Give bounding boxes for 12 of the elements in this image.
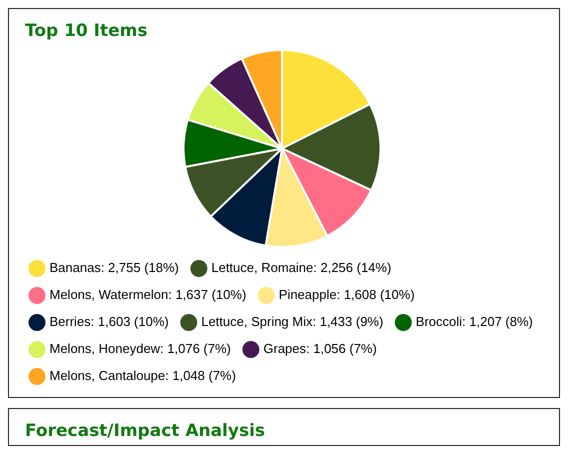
legend-label: Pineapple: 1,608 (10%) bbox=[278, 287, 415, 302]
legend-label: Broccoli: 1,207 (8%) bbox=[416, 314, 533, 330]
legend-label: Melons, Cantaloupe: 1,048 (7%) bbox=[50, 368, 236, 384]
legend-label: Bananas: 2,755 (18%) bbox=[50, 260, 179, 276]
legend-label: Grapes: 1,056 (7%) bbox=[263, 341, 377, 356]
legend-label: Lettuce, Spring Mix: 1,433 (9%) bbox=[201, 314, 384, 330]
legend-label: Berries: 1,603 (10%) bbox=[50, 314, 169, 330]
text: Forecast/Impact Analysis bbox=[9, 409, 559, 445]
legend-label: Lettuce, Romaine: 2,256 (14%) bbox=[211, 260, 392, 276]
legend-label: Melons, Watermelon: 1,637 (10%) bbox=[50, 287, 246, 302]
chart-title: Top 10 Items bbox=[24, 20, 148, 43]
legend-label: Melons, Honeydew: 1,076 (7%) bbox=[50, 341, 231, 356]
